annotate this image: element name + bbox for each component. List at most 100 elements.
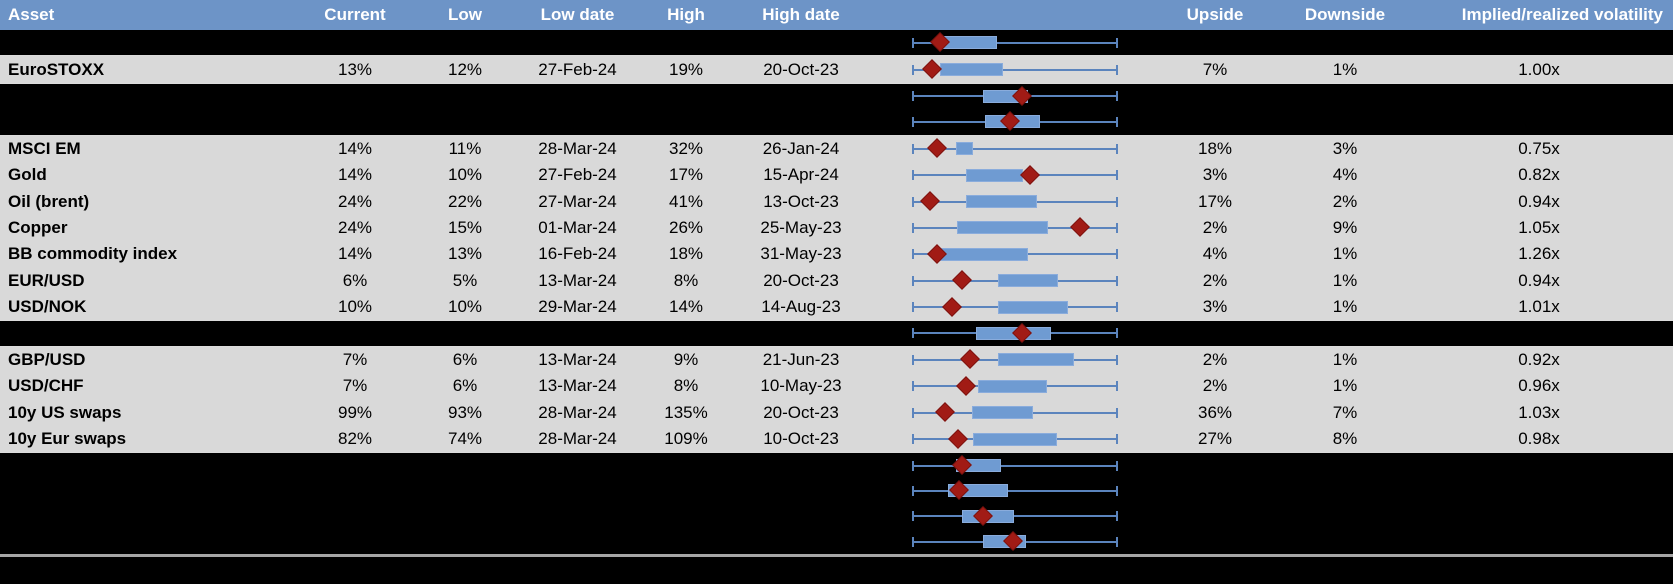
cell-asset [0, 109, 285, 134]
cell-implied: 1.01x [1518, 297, 1560, 317]
cell-upside: 2% [1202, 217, 1228, 237]
boxplot-cell [880, 162, 1145, 188]
cell-asset: Gold [8, 165, 47, 185]
hidden-row [0, 528, 1673, 555]
cell-high [650, 84, 722, 109]
cell-low [425, 84, 505, 109]
cell-high [650, 529, 722, 555]
cell-downside: 9% [1332, 217, 1358, 237]
whisker-cap-right [1116, 407, 1118, 418]
cell-high: 135% [664, 402, 708, 422]
cell-implied: 0.94x [1518, 191, 1560, 211]
hidden-row [0, 82, 1673, 110]
cell-upside: 18% [1197, 138, 1233, 158]
boxplot-cell [880, 56, 1145, 82]
hidden-row [0, 109, 1673, 136]
cell-implied: 0.94x [1518, 270, 1560, 290]
diamond-marker-icon [948, 428, 968, 449]
whisker-cap-right [1116, 354, 1118, 365]
cell-implied: 0.98x [1518, 429, 1560, 449]
whisker-cap-left [912, 116, 914, 127]
boxplot-cell [880, 294, 1145, 320]
table-header-row: Asset Current Low Low date High High dat… [0, 0, 1673, 30]
table-row: EUR/USD 6% 5% 13-Mar-24 8% 20-Oct-23 2% 1% 0.94x [0, 267, 1673, 294]
cell-implied: 1.03x [1518, 402, 1560, 422]
cell-current: 99% [337, 402, 373, 422]
whisker-line [913, 515, 1117, 517]
cell-upside: 27% [1197, 429, 1233, 449]
cell-high-date: 26-Jan-24 [762, 138, 840, 158]
col-header-low: Low [448, 5, 482, 24]
whisker-cap-right [1116, 196, 1118, 207]
cell-high-date: 10-Oct-23 [763, 429, 839, 449]
cell-implied: 1.00x [1518, 59, 1560, 79]
diamond-marker-icon [920, 191, 940, 211]
cell-implied [1405, 109, 1673, 134]
cell-low: 12% [447, 59, 483, 79]
range-box [998, 274, 1059, 288]
cell-implied: 0.96x [1518, 376, 1560, 396]
table-bottom-divider [0, 554, 1673, 558]
boxplot-cell [880, 215, 1145, 241]
boxplot-cell [880, 347, 1145, 373]
boxplot-cell [880, 136, 1145, 162]
table-row: EuroSTOXX 13% 12% 27-Feb-24 19% 20-Oct-23 7% 1%… [0, 56, 1673, 83]
whisker-cap-left [912, 354, 914, 365]
cell-low-date [505, 84, 650, 109]
whisker-line [913, 147, 1117, 150]
cell-high: 32% [668, 138, 704, 158]
cell-low: 74% [447, 429, 483, 449]
cell-asset: BB commodity index [8, 244, 178, 264]
cell-implied [1405, 84, 1673, 109]
whisker-cap-right [1116, 328, 1118, 339]
cell-current [285, 478, 425, 504]
cell-current [285, 529, 425, 555]
cell-asset: MSCI EM [8, 138, 81, 158]
cell-high-date: 20-Oct-23 [763, 270, 839, 290]
diamond-marker-icon [942, 296, 962, 317]
cell-low [425, 109, 505, 134]
cell-implied: 0.92x [1518, 349, 1560, 369]
whisker-cap-right [1116, 381, 1118, 392]
cell-downside: 3% [1332, 138, 1358, 158]
cell-low: 11% [448, 138, 482, 158]
range-box [971, 406, 1033, 420]
whisker-line [913, 68, 1117, 71]
cell-high-date: 31-May-23 [760, 244, 842, 264]
cell-low: 6% [452, 349, 478, 369]
cell-downside [1285, 321, 1405, 345]
boxplot-cell [880, 30, 1145, 55]
whisker-cap-left [912, 37, 914, 48]
cell-upside [1145, 321, 1285, 345]
cell-low-date: 13-Mar-24 [538, 270, 617, 290]
cell-downside: 1% [1332, 59, 1358, 79]
cell-low: 13% [447, 244, 483, 264]
boxplot-cell [880, 84, 1145, 109]
col-header-downside: Downside [1304, 5, 1386, 24]
cell-implied: 0.82x [1518, 165, 1560, 185]
range-box [998, 300, 1069, 314]
cell-low-date [505, 30, 650, 55]
diamond-marker-icon [1070, 217, 1090, 238]
cell-asset [0, 478, 285, 504]
boxplot-cell [880, 321, 1145, 345]
cell-current [285, 453, 425, 478]
cell-low-date: 01-Mar-24 [538, 217, 617, 237]
cell-asset: Oil (brent) [8, 191, 90, 211]
whisker-cap-left [912, 222, 914, 233]
cell-implied: 1.26x [1518, 244, 1560, 264]
cell-low: 10% [447, 297, 483, 317]
whisker-cap-right [1116, 91, 1118, 102]
cell-high-date: 21-Jun-23 [762, 349, 840, 369]
table-row: 10y US swaps 99% 93% 28-Mar-24 135% 20-Oct-23… [0, 399, 1673, 426]
table-row: Oil (brent) 24% 22% 27-Mar-24 41% 13-Oct-23 17… [0, 188, 1673, 215]
diamond-marker-icon [960, 349, 980, 370]
cell-high-date [722, 453, 880, 478]
cell-high [650, 321, 722, 345]
whisker-cap-left [912, 196, 914, 207]
bottom-black-strip [0, 557, 1673, 584]
whisker-cap-right [1116, 511, 1118, 521]
cell-high: 41% [668, 191, 704, 211]
cell-low-date: 16-Feb-24 [538, 244, 617, 264]
